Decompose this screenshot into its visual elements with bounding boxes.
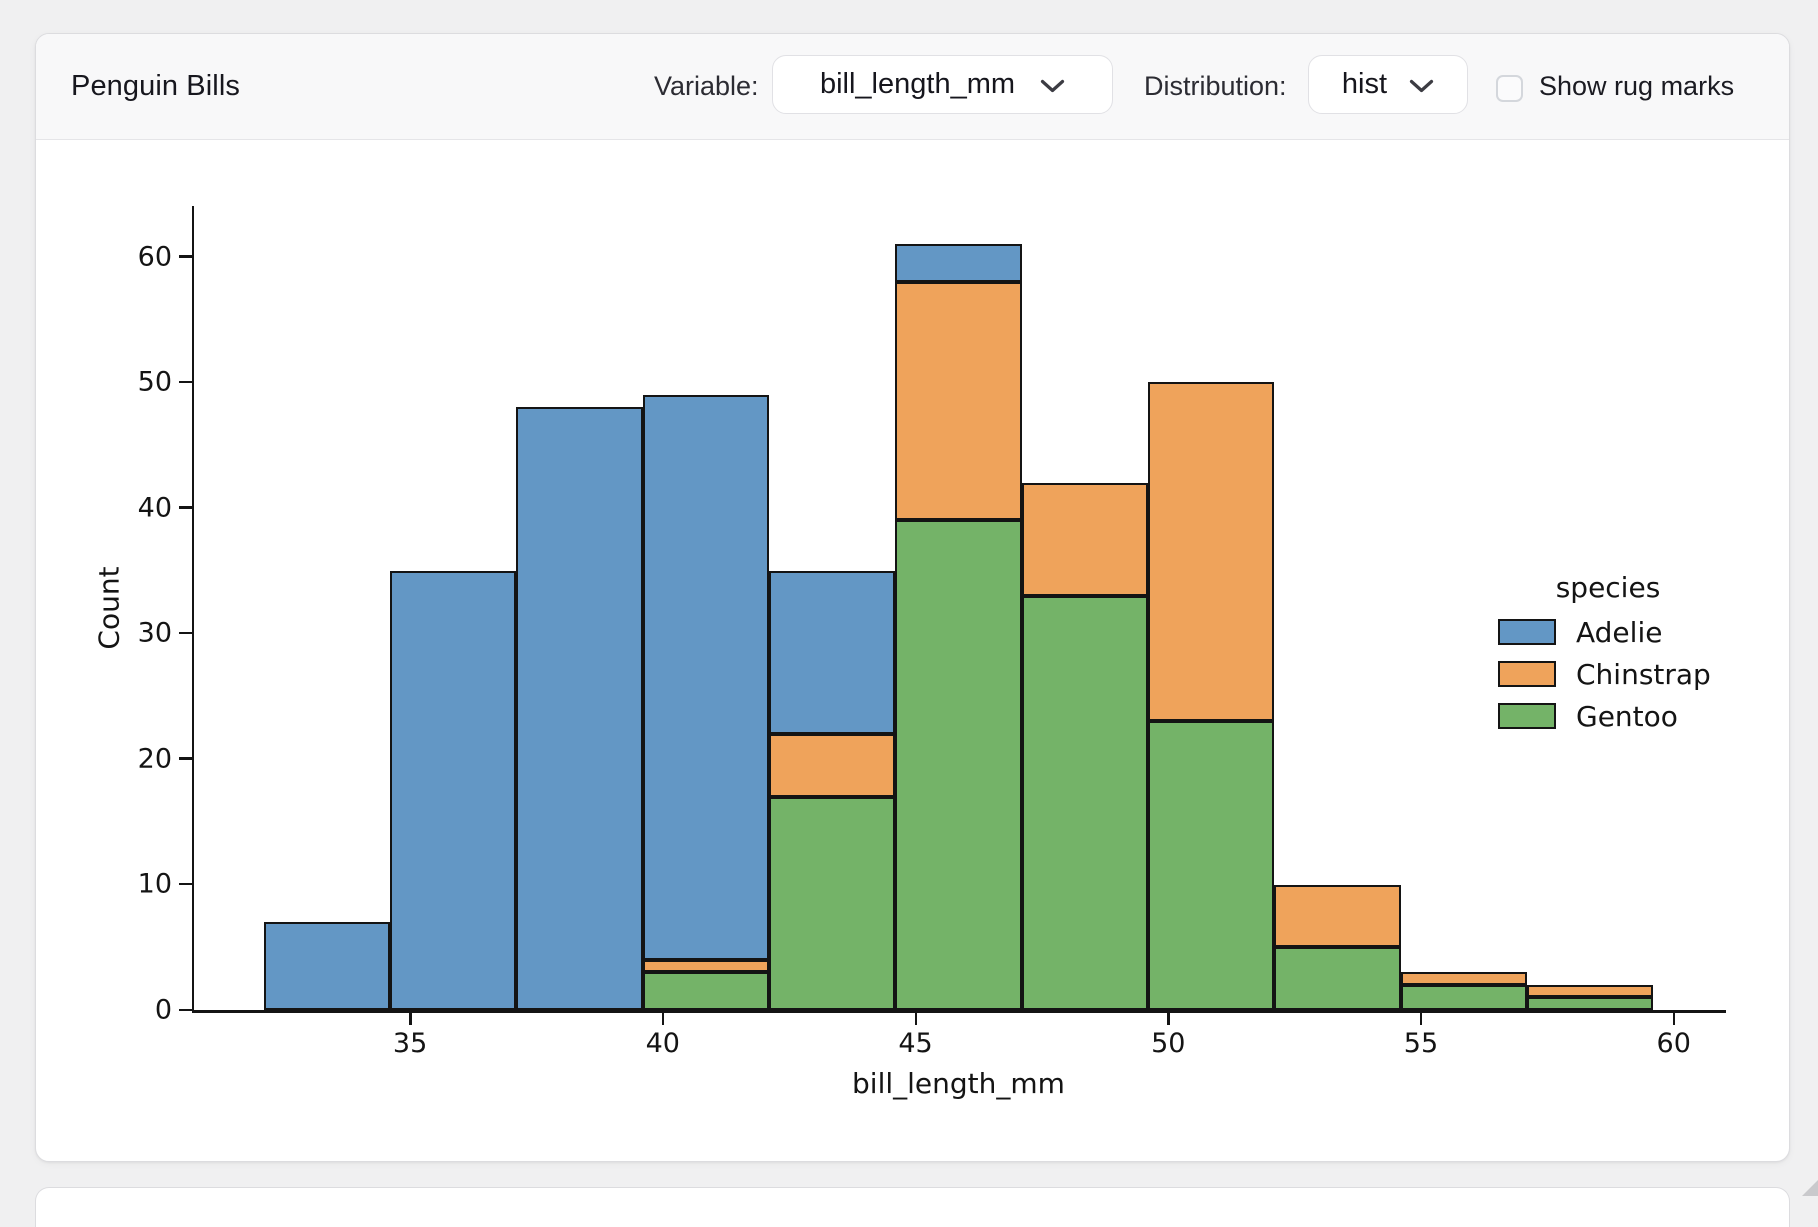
hist-bar-segment-gentoo (1527, 997, 1654, 1010)
distribution-select[interactable]: hist (1308, 55, 1468, 114)
plot-area: 0 10 20 30 40 50 60 35 40 45 50 55 60 (138, 206, 1726, 1057)
x-tick-mark (1672, 1010, 1676, 1025)
hist-bar-segment-adelie (516, 407, 643, 1010)
variable-label: Variable: (654, 71, 759, 101)
hist-bar-segment-gentoo (895, 520, 1022, 1010)
y-tick-label: 10 (137, 868, 172, 900)
hist-bar-segment-chinstrap (895, 281, 1022, 521)
hist-bar-segment-gentoo (1148, 721, 1275, 1010)
legend-swatch-chinstrap (1498, 661, 1556, 687)
y-tick-label: 20 (137, 743, 172, 775)
legend-item-gentoo: Gentoo (1498, 699, 1748, 733)
x-tick-label: 55 (1403, 1028, 1439, 1059)
variable-select-value: bill_length_mm (819, 68, 1016, 100)
hist-bar-segment-adelie (642, 394, 769, 960)
x-axis-spine (191, 1010, 1726, 1013)
next-card-top-edge (35, 1187, 1790, 1227)
y-tick-mark (179, 882, 194, 886)
hist-bar-segment-chinstrap (1274, 884, 1401, 948)
y-tick-label: 60 (137, 241, 172, 273)
card-header: Penguin Bills Variable: bill_length_mm D… (36, 34, 1789, 140)
legend-title: species (1555, 571, 1661, 604)
hist-bar-segment-chinstrap (1021, 482, 1149, 596)
x-tick-mark (661, 1010, 665, 1025)
hist-bar-segment-chinstrap (642, 959, 769, 973)
hist-bar-segment-adelie (263, 922, 390, 1010)
hist-bar-segment-adelie (389, 570, 517, 1010)
y-tick-label: 40 (137, 492, 172, 524)
x-tick-label: 40 (645, 1028, 680, 1059)
legend-item-chinstrap: Chinstrap (1498, 657, 1748, 691)
hist-bar-segment-chinstrap (1527, 984, 1654, 998)
x-tick-mark (409, 1010, 412, 1025)
x-tick-mark (914, 1010, 918, 1025)
show-rug-marks-checkbox[interactable] (1496, 75, 1523, 102)
histogram-chart: 0 10 20 30 40 50 60 35 40 45 50 55 60 Count bill_len… (36, 139, 1789, 1161)
x-axis-label: bill_length_mm (852, 1067, 1065, 1100)
y-tick-label: 30 (137, 617, 172, 649)
hist-bar-segment-gentoo (768, 796, 896, 1010)
page-title: Penguin Bills (71, 70, 240, 102)
x-tick-label: 35 (392, 1028, 428, 1059)
chevron-down-icon (1040, 79, 1065, 92)
y-tick-mark (179, 631, 194, 635)
penguin-bills-card: Penguin Bills Variable: bill_length_mm D… (35, 33, 1790, 1162)
hist-bar-segment-gentoo (1274, 947, 1401, 1010)
hist-bar-segment-chinstrap (1148, 382, 1275, 722)
y-tick-mark (179, 757, 194, 760)
distribution-label: Distribution: (1144, 71, 1287, 101)
legend-swatch-adelie (1498, 619, 1556, 645)
legend: species Adelie Chinstrap Gentoo (1498, 571, 1748, 743)
legend-label: Adelie (1576, 615, 1663, 649)
variable-select[interactable]: bill_length_mm (772, 55, 1113, 114)
x-tick-mark (1419, 1010, 1423, 1025)
hist-bar-segment-gentoo (1021, 595, 1149, 1010)
show-rug-marks-label[interactable]: Show rug marks (1539, 71, 1735, 101)
chevron-down-icon (1409, 79, 1434, 92)
y-axis-label: Count (92, 566, 126, 650)
hist-bar-segment-gentoo (1400, 984, 1528, 1010)
hist-bar-segment-chinstrap (768, 733, 896, 797)
resize-grip-icon[interactable] (1802, 1180, 1818, 1196)
y-tick-mark (179, 506, 194, 509)
x-tick-label: 60 (1656, 1028, 1691, 1059)
y-tick-label: 0 (154, 994, 172, 1026)
legend-swatch-gentoo (1498, 703, 1556, 729)
distribution-select-value: hist (1341, 68, 1388, 100)
hist-bar-segment-gentoo (642, 972, 769, 1010)
legend-label: Gentoo (1576, 699, 1678, 733)
y-tick-mark (179, 255, 194, 258)
x-tick-mark (1167, 1010, 1170, 1025)
hist-bar-segment-adelie (768, 570, 896, 734)
y-tick-mark (179, 380, 194, 384)
y-axis-spine (191, 206, 194, 1012)
y-tick-mark (179, 1008, 194, 1011)
legend-item-adelie: Adelie (1498, 615, 1748, 649)
hist-bar-segment-chinstrap (1400, 972, 1528, 985)
x-tick-label: 45 (898, 1028, 933, 1059)
y-tick-label: 50 (137, 366, 172, 398)
legend-label: Chinstrap (1576, 657, 1711, 691)
hist-bar-segment-adelie (895, 244, 1022, 282)
x-tick-label: 50 (1151, 1028, 1186, 1059)
